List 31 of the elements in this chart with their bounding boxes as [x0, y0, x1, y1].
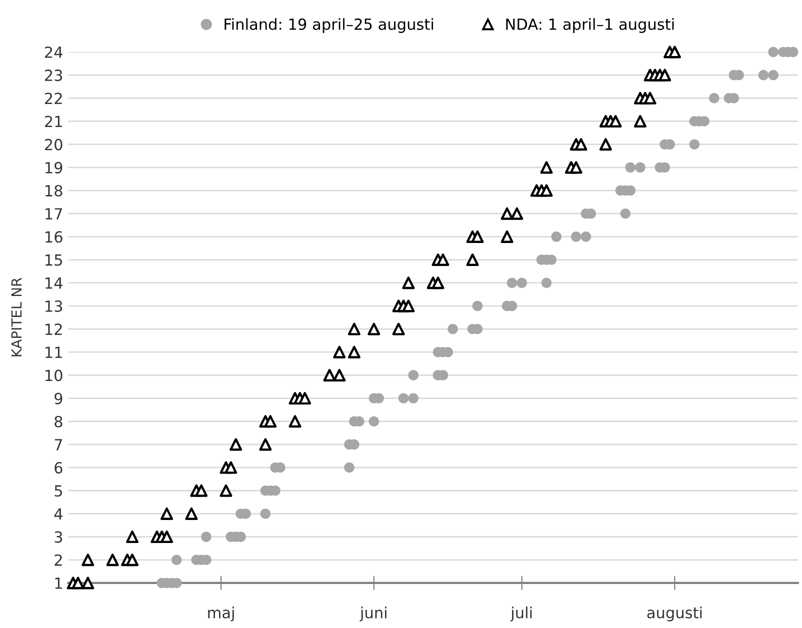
y-tick-label: 10: [46, 370, 62, 382]
x-tick-label: juli: [510, 606, 532, 622]
y-tick-label: 19: [46, 162, 62, 174]
y-tick-label: 13: [46, 300, 62, 312]
y-tick-label: 17: [46, 208, 62, 220]
y-tick-label: 15: [46, 254, 62, 266]
y-tick-label: 23: [44, 70, 62, 82]
y-tick-label: 8: [54, 416, 62, 428]
y-tick-label: 5: [54, 485, 62, 497]
x-tick-label: maj: [208, 606, 234, 622]
y-tick-label: 20: [44, 138, 62, 150]
y-tick-label: 11: [46, 346, 62, 358]
y-axis-title: KAPITEL NR: [11, 278, 22, 356]
x-tick-label: juni: [360, 606, 386, 622]
y-tick-label: 14: [46, 278, 62, 289]
y-tick-label: 18: [46, 184, 62, 197]
y-tick-label: 12: [46, 323, 62, 335]
y-tick-label: 24: [44, 46, 62, 58]
y-tick-label: 6: [54, 462, 62, 474]
y-tick-label: 21: [44, 116, 62, 128]
legend-label: NDA: 1 april–1 augusti: [506, 18, 674, 33]
y-tick-label: 7: [54, 439, 62, 450]
y-tick-label: 1: [55, 578, 62, 589]
x-tick-label: augusti: [647, 606, 702, 622]
y-tick-label: 3: [54, 531, 62, 543]
y-tick-label: 16: [46, 231, 62, 243]
y-tick-label: 2: [54, 554, 62, 566]
y-tick-label: 9: [54, 392, 62, 404]
y-tick-label: 4: [54, 508, 62, 520]
legend-label: Finland: 19 april–25 augusti: [224, 18, 434, 33]
y-tick-label: 22: [44, 92, 62, 104]
